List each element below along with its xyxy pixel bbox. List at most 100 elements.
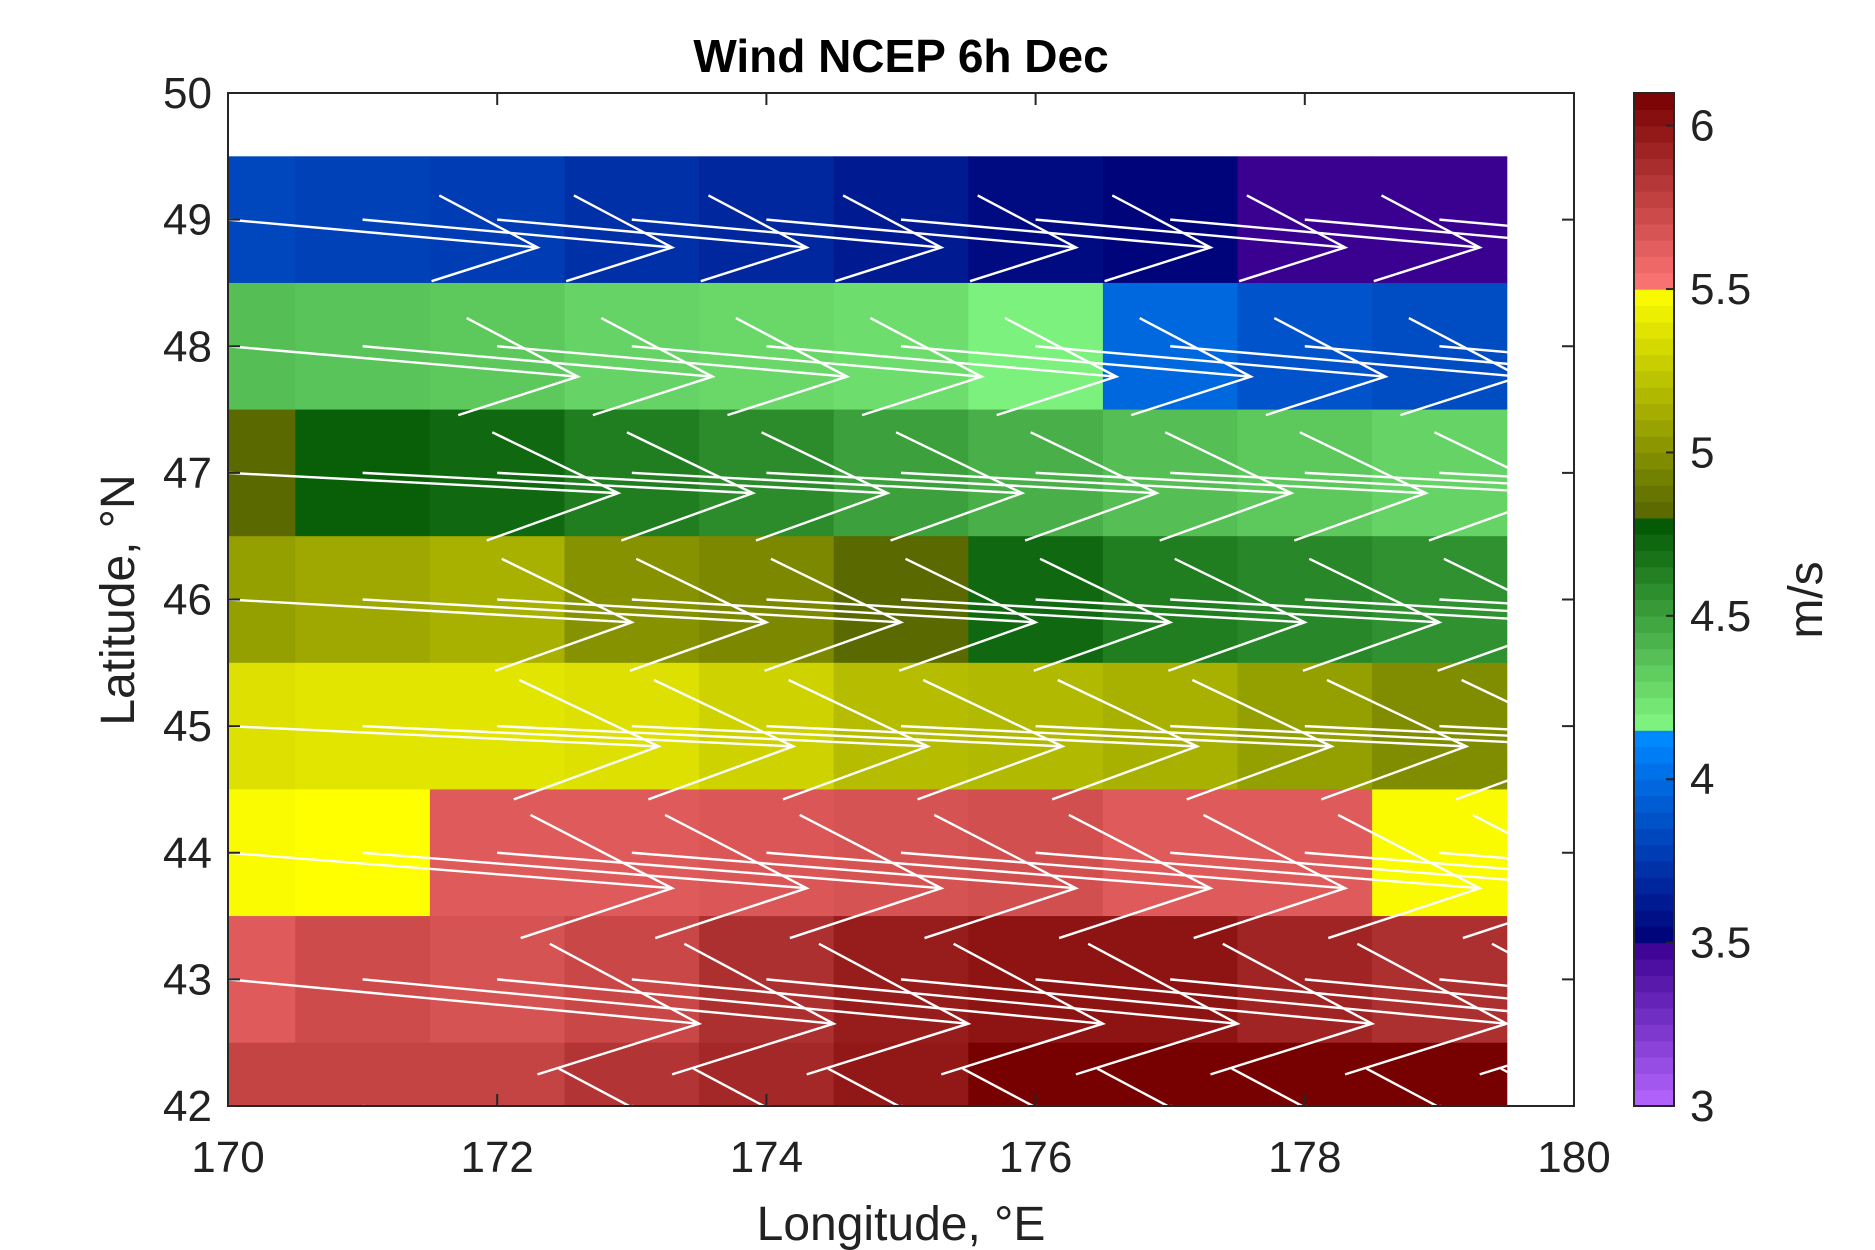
wind-arrow xyxy=(497,557,905,672)
colorbar-swatch xyxy=(1634,387,1674,405)
colorbar-swatch xyxy=(1634,566,1674,584)
wind-arrow xyxy=(497,1067,901,1106)
wind-arrow xyxy=(1035,678,1470,801)
colorbar-swatch xyxy=(1634,272,1674,290)
colorbar-swatch xyxy=(1634,501,1674,519)
axis-ticks: 170 172 174 176 178 180 42 43 44 45 46 47 48 49 50 xyxy=(163,69,1611,1182)
wind-arrow xyxy=(1035,317,1389,417)
colorbar-swatch xyxy=(1634,93,1674,110)
colorbar-swatch xyxy=(1634,681,1674,699)
wind-arrow xyxy=(497,942,972,1076)
colorbar-swatch xyxy=(1634,942,1674,960)
colorbar-swatch xyxy=(1634,125,1674,143)
wind-arrow xyxy=(900,194,1214,283)
wind-arrow xyxy=(766,942,1241,1076)
colorbar-swatch xyxy=(1634,828,1674,846)
colorbar-label: m/s xyxy=(1780,561,1833,638)
wind-arrow xyxy=(362,557,770,672)
colorbar-swatch xyxy=(1634,926,1674,944)
x-tick-label: 176 xyxy=(999,1133,1072,1182)
wind-arrow xyxy=(631,317,985,417)
wind-arrow xyxy=(362,813,810,940)
wind-arrow xyxy=(766,813,1214,940)
wind-arrow xyxy=(228,557,635,672)
colorbar-swatch xyxy=(1634,174,1674,192)
heatmap-cell xyxy=(295,1042,431,1107)
colorbar-swatch xyxy=(1634,730,1674,748)
colorbar-swatch xyxy=(1634,207,1674,225)
wind-arrow xyxy=(497,813,945,940)
heatmap-cell xyxy=(228,1042,296,1107)
wind-arrow xyxy=(1035,813,1483,940)
colorbar-swatch xyxy=(1634,289,1674,307)
wind-arrow xyxy=(900,317,1255,417)
wind-arrow xyxy=(1170,557,1574,672)
wind-arrow xyxy=(228,1067,632,1106)
colorbar-swatch xyxy=(1634,354,1674,372)
wind-arrow xyxy=(1170,678,1574,801)
colorbar-swatch xyxy=(1634,142,1674,159)
colorbar-swatch xyxy=(1634,648,1674,666)
colorbar-swatch xyxy=(1634,779,1674,797)
wind-arrow xyxy=(362,317,716,417)
wind-arrow xyxy=(1304,978,1574,1006)
colorbar-swatch xyxy=(1634,958,1674,976)
wind-arrow xyxy=(631,813,1080,940)
colorbar-swatch xyxy=(1634,223,1674,241)
wind-arrow xyxy=(1439,978,1574,994)
colorbar-swatch xyxy=(1634,240,1674,257)
colorbar-tick-label: 5 xyxy=(1690,428,1714,477)
wind-arrow xyxy=(1035,1067,1440,1106)
wind-arrow xyxy=(228,194,541,283)
wind-arrow xyxy=(497,678,932,801)
wind-arrow xyxy=(1170,431,1564,542)
wind-arrow xyxy=(766,557,1174,672)
colorbar-swatch xyxy=(1634,256,1674,274)
wind-arrow xyxy=(228,678,662,801)
colorbar-swatch xyxy=(1634,305,1674,323)
x-tick-label: 172 xyxy=(460,1133,533,1182)
colorbar-tick-label: 3 xyxy=(1690,1082,1714,1131)
colorbar-swatch xyxy=(1634,468,1674,486)
wind-arrow xyxy=(228,942,703,1076)
colorbar-swatch xyxy=(1634,191,1674,208)
colorbar-swatch xyxy=(1634,664,1674,682)
colorbar-swatch xyxy=(1634,713,1674,731)
colorbar-swatch xyxy=(1634,550,1674,568)
colorbar-swatch xyxy=(1634,321,1674,339)
wind-arrow xyxy=(1439,598,1574,609)
wind-arrow xyxy=(901,1067,1305,1106)
wind-arrow xyxy=(1304,851,1574,876)
colorbar-swatch xyxy=(1634,697,1674,715)
colorbar-frame xyxy=(1633,92,1675,1107)
wind-arrow xyxy=(766,1067,1171,1106)
wind-arrow xyxy=(1304,431,1574,542)
wind-arrow xyxy=(1304,317,1574,417)
heatmap-cell xyxy=(833,1042,969,1107)
wind-arrow xyxy=(631,431,1026,542)
x-tick-label: 178 xyxy=(1268,1133,1341,1182)
wind-arrow xyxy=(766,194,1080,283)
wind-arrow xyxy=(766,678,1201,801)
wind-arrow xyxy=(1035,942,1510,1076)
colorbar-swatch xyxy=(1634,485,1674,503)
wind-arrow xyxy=(1439,851,1574,865)
wind-arrow xyxy=(362,942,837,1076)
heatmap-cell xyxy=(1372,1042,1508,1107)
colorbar-swatch xyxy=(1634,1007,1674,1025)
colorbar-tick-label: 6 xyxy=(1690,102,1714,151)
x-tick-label: 174 xyxy=(730,1133,803,1182)
wind-arrow xyxy=(900,431,1295,542)
colorbar-swatch xyxy=(1634,109,1674,127)
colorbar-swatch xyxy=(1634,893,1674,911)
heatmap-cells xyxy=(228,156,1508,1107)
colorbar-swatch xyxy=(1634,583,1674,601)
wind-arrow xyxy=(1304,724,1574,740)
wind-arrow xyxy=(362,194,676,283)
colorbar-swatch xyxy=(1634,795,1674,813)
wind-arrow xyxy=(1035,194,1349,283)
wind-arrow xyxy=(1170,1067,1574,1106)
wind-arrow xyxy=(497,194,810,283)
colorbar-tick-label: 3.5 xyxy=(1690,919,1751,968)
